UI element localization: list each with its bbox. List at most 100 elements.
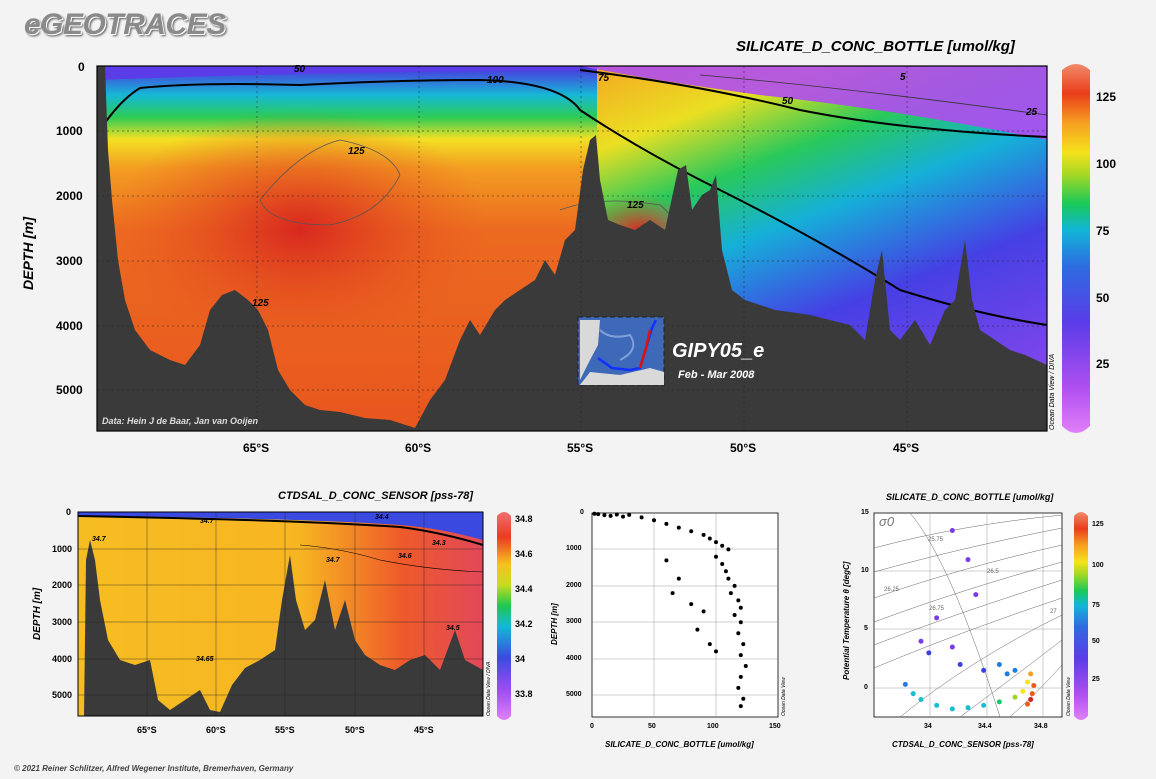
main-cbar-tick: 75	[1096, 224, 1110, 238]
sal-cbar-tick: 34.4	[515, 584, 533, 594]
sal-ytick: 4000	[52, 654, 73, 664]
salinity-colorbar	[497, 512, 511, 720]
scatter-point	[676, 525, 681, 530]
ts-point	[965, 705, 971, 711]
sal-contour-label: 34.65	[196, 656, 214, 663]
ts-point	[918, 638, 924, 644]
scatter-point	[621, 514, 625, 519]
ts-point	[1025, 701, 1031, 707]
ts-points	[902, 527, 1037, 712]
sal-cbar-tick: 34	[515, 654, 526, 664]
scatter-point	[701, 609, 706, 614]
scatter-ytick: 5000	[566, 691, 582, 698]
salinity-contour-34-4	[77, 515, 484, 546]
sal-contour-label: 34.5	[446, 625, 460, 632]
sal-contour-label: 34.7	[200, 518, 214, 525]
scatter-point	[614, 512, 619, 517]
sal-ytick: 0	[66, 507, 72, 517]
data-credit: Data: Hein J de Baar, Jan van Ooijen	[102, 416, 259, 426]
scatter-point	[608, 513, 613, 518]
scatter-point	[670, 591, 675, 596]
contour-50	[579, 69, 1048, 138]
scatter-point	[741, 642, 746, 647]
main-xtick: 45°S	[893, 441, 920, 455]
scatter-point	[592, 511, 597, 516]
ts-point	[949, 527, 955, 533]
isopycnal-label: 27	[1050, 609, 1057, 615]
sal-cbar-tick: 34.2	[515, 619, 533, 629]
scatter-point	[714, 649, 718, 654]
scatter-grid	[592, 513, 778, 717]
isopycnal-label: 26.25	[884, 587, 900, 593]
sal-contour-label: 34.7	[92, 536, 106, 543]
ts-point	[965, 557, 971, 563]
sigma-label: σ0	[879, 514, 895, 529]
scatter-point	[720, 562, 725, 566]
scatter-point	[664, 558, 669, 563]
ts-cbar-tick: 75	[1092, 602, 1100, 609]
scatter-point	[695, 627, 700, 632]
main-xtick: 50°S	[730, 441, 757, 455]
ts-point	[934, 615, 940, 621]
ts-point	[910, 691, 916, 697]
isopycnal-label: 26.75	[929, 606, 945, 612]
scatter-point	[728, 591, 733, 596]
scatter-point	[736, 631, 741, 636]
scatter-point	[596, 512, 601, 517]
scatter-point	[664, 521, 669, 526]
scatter-xtick: 100	[707, 723, 719, 730]
scatter-point	[714, 540, 718, 545]
scatter-ytick: 4000	[566, 655, 582, 662]
contour-label: 75	[598, 73, 610, 84]
main-grid	[97, 66, 1047, 431]
main-xtick: 65°S	[243, 441, 270, 455]
ts-ytick: 0	[864, 684, 868, 691]
main-surface-purple	[580, 66, 1047, 140]
contour-125	[259, 139, 401, 226]
contour-label: 25	[1026, 107, 1038, 118]
main-cbar-tick: 100	[1096, 157, 1117, 171]
ts-point	[973, 592, 979, 598]
salinity-frame	[77, 511, 484, 717]
ts-point	[1012, 694, 1018, 700]
scatter-xtick: 50	[648, 723, 656, 730]
ts-point	[1031, 683, 1037, 689]
ts-chart-title: SILICATE_D_CONC_BOTTLE [umol/kg]	[886, 492, 1054, 502]
scatter-frame	[591, 512, 779, 718]
ts-point	[996, 699, 1002, 705]
main-frame	[96, 65, 1048, 432]
sal-contour-label: 34.3	[432, 540, 446, 547]
ts-point	[1028, 697, 1034, 703]
sal-contour-label: 34.4	[375, 514, 389, 521]
main-seafloor	[97, 66, 1047, 431]
sal-xtick: 65°S	[137, 725, 157, 735]
salinity-contour-34-6	[299, 544, 484, 573]
scatter-point	[732, 583, 737, 588]
scatter-point	[738, 605, 743, 610]
scatter-point	[732, 613, 737, 617]
ts-point	[1028, 671, 1034, 677]
ts-point	[1020, 688, 1026, 694]
main-colorbar	[1062, 64, 1090, 433]
ts-xtick: 34.8	[1034, 723, 1048, 730]
sal-cbar-tick: 33.8	[515, 689, 533, 699]
scatter-xtick: 0	[590, 723, 594, 730]
ts-x-axis-label: CTDSAL_D_CONC_SENSOR [pss-78]	[892, 740, 1034, 749]
ts-point	[1029, 691, 1035, 697]
sal-contour-label: 34.6	[398, 553, 412, 560]
ts-side-credit: Ocean Data View	[1066, 677, 1072, 716]
sal-xtick: 55°S	[275, 725, 295, 735]
ts-colorbar	[1074, 512, 1088, 720]
isopycnal-label: 25.75	[928, 537, 944, 543]
main-ytick: 2000	[56, 189, 83, 203]
scatter-x-axis-label: SILICATE_D_CONC_BOTTLE [umol/kg]	[605, 740, 754, 749]
copyright-footer: © 2021 Reiner Schlitzer, Alfred Wegener …	[14, 764, 294, 773]
contour-label: 125	[348, 146, 365, 157]
scatter-point	[701, 532, 706, 537]
scatter-point	[726, 576, 731, 581]
scatter-point	[736, 598, 741, 603]
scatter-ytick: 1000	[566, 545, 582, 552]
main-chart-title: SILICATE_D_CONC_BOTTLE [umol/kg]	[736, 38, 1015, 55]
